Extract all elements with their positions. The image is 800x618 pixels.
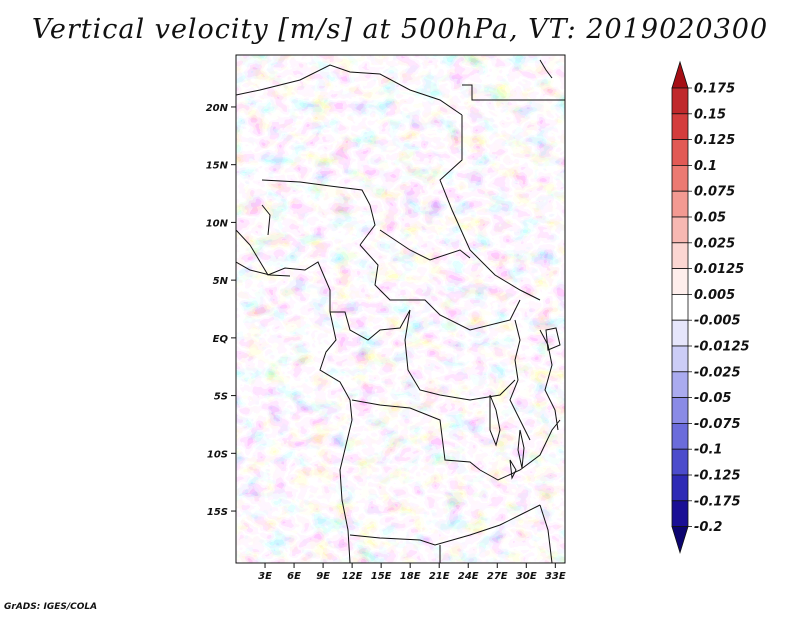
colorbar-label: 0.05: [694, 211, 726, 226]
colorbar-label: -0.175: [694, 494, 741, 509]
x-tick-label: 18E: [400, 571, 421, 582]
chart-title: Vertical velocity [m/s] at 500hPa, VT: 2…: [31, 14, 769, 45]
colorbar-label: 0.025: [694, 236, 735, 251]
colorbar-bottom-arrow: [671, 526, 689, 554]
colorbar-label: -0.2: [694, 520, 722, 535]
y-tick-label: 5N: [213, 276, 229, 287]
map-frame: [235, 54, 566, 564]
y-tick-label: EQ: [213, 334, 229, 345]
colorbar-label: -0.005: [694, 314, 741, 329]
colorbar-segment: [671, 242, 689, 270]
x-tick-label: 21E: [429, 571, 450, 582]
colorbar-segment: [671, 448, 689, 476]
y-tick-label: 15S: [207, 507, 228, 518]
colorbar-segment: [671, 319, 689, 347]
colorbar-segment: [671, 190, 689, 218]
colorbar-label: -0.1: [694, 443, 722, 458]
colorbar-segment: [671, 293, 689, 321]
x-tick-label: 12E: [342, 571, 363, 582]
colorbar-segment: [671, 474, 689, 502]
colorbar-segment: [671, 422, 689, 450]
colorbar-label: 0.1: [694, 159, 717, 174]
x-tick-label: 27E: [487, 571, 508, 582]
colorbar-label: 0.175: [694, 82, 735, 97]
colorbar-segment: [671, 216, 689, 244]
y-tick-label: 10N: [206, 218, 229, 229]
colorbar-label: 0.0125: [694, 262, 744, 277]
colorbar-segment: [671, 164, 689, 192]
y-tick-label: 5S: [214, 392, 228, 403]
country-borders: [236, 59, 565, 563]
colorbar-segment: [671, 345, 689, 373]
y-axis: 20N 15N 10N 5N EQ 5S 10S 15S: [206, 103, 236, 518]
y-tick-label: 10S: [207, 449, 228, 460]
grads-credit: GrADS: IGES/COLA: [4, 602, 98, 612]
x-axis: 3E 6E 9E 12E 15E 18E 21E 24E 27E 30E 33E: [258, 563, 566, 582]
y-tick-label: 20N: [206, 103, 229, 114]
colorbar-segment: [671, 87, 689, 115]
colorbar-label: 0.125: [694, 133, 735, 148]
colorbar-label: -0.0125: [694, 340, 750, 355]
lakes: [489, 327, 561, 480]
colorbar-label: -0.025: [694, 365, 741, 380]
x-tick-label: 15E: [371, 571, 392, 582]
colorbar-label: 0.005: [694, 288, 735, 303]
y-tick-label: 15N: [206, 161, 229, 172]
map-field: [236, 55, 565, 563]
colorbar-segment: [671, 397, 689, 424]
colorbar-segment: [671, 268, 689, 295]
x-tick-label: 33E: [545, 571, 566, 582]
x-tick-label: 9E: [316, 571, 330, 582]
colorbar: 0.175 0.15 0.125 0.1 0.075 0.05 0.025 0.0125 0.0…: [671, 60, 750, 554]
x-tick-label: 30E: [516, 571, 537, 582]
colorbar-segment: [671, 113, 689, 141]
colorbar-segment: [671, 139, 689, 166]
x-tick-label: 3E: [258, 571, 272, 582]
colorbar-label: -0.05: [694, 391, 731, 406]
colorbar-label: 0.075: [694, 185, 735, 200]
x-tick-label: 24E: [458, 571, 479, 582]
colorbar-segment: [671, 500, 689, 527]
colorbar-segment: [671, 371, 689, 398]
colorbar-label: -0.075: [694, 417, 741, 432]
colorbar-label: 0.15: [694, 107, 726, 122]
colorbar-top-arrow: [671, 60, 689, 89]
colorbar-label: -0.125: [694, 469, 741, 484]
x-tick-label: 6E: [287, 571, 301, 582]
